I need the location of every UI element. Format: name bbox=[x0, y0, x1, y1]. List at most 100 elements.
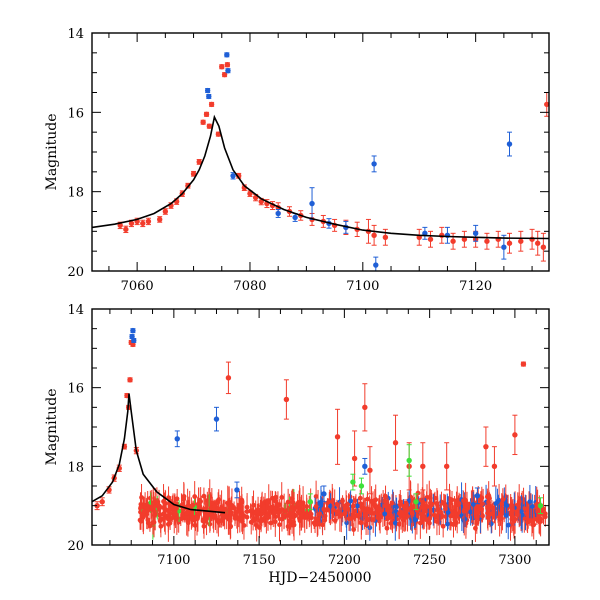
band-point bbox=[329, 499, 335, 505]
bottom-panel-data-band bbox=[137, 479, 548, 542]
y-tick-label: 16 bbox=[67, 106, 84, 121]
red-data-point bbox=[520, 361, 527, 367]
band-point bbox=[426, 495, 432, 500]
band-point bbox=[163, 501, 168, 506]
blue-data-point bbox=[174, 436, 180, 442]
band-point bbox=[272, 519, 278, 525]
band-point bbox=[155, 503, 161, 509]
band-point bbox=[461, 498, 466, 504]
band-point bbox=[363, 522, 369, 528]
band-point bbox=[450, 509, 456, 515]
bottom-panel: 7100 7150 7200 7250 7300 14 16 18 20 Magnitude H… bbox=[44, 303, 550, 586]
red-data-point bbox=[367, 467, 373, 473]
band-point bbox=[448, 521, 454, 527]
band-point bbox=[486, 502, 492, 508]
band-point bbox=[432, 512, 437, 518]
blue-data-point bbox=[234, 487, 240, 493]
band-point bbox=[408, 505, 414, 511]
bottom-panel-ticks: 7100 7150 7200 7250 7300 14 16 18 20 bbox=[67, 303, 549, 568]
band-point bbox=[532, 516, 537, 522]
band-point bbox=[492, 514, 498, 520]
x-axis-label: HJD−2450000 bbox=[268, 570, 371, 586]
band-point bbox=[480, 513, 485, 519]
band-point bbox=[440, 523, 446, 529]
green-data-point bbox=[406, 457, 412, 464]
red-data-point bbox=[140, 220, 146, 227]
red-data-point bbox=[483, 443, 489, 450]
band-point bbox=[305, 514, 311, 520]
x-tick-label: 7250 bbox=[413, 553, 446, 568]
y-tick-label: 14 bbox=[67, 27, 84, 42]
red-data-point bbox=[247, 190, 253, 197]
band-point bbox=[397, 502, 403, 508]
band-point bbox=[346, 516, 352, 522]
red-data-point bbox=[200, 119, 206, 125]
band-point bbox=[398, 509, 404, 515]
band-point bbox=[259, 507, 265, 513]
band-point bbox=[429, 501, 435, 507]
band-point bbox=[281, 512, 286, 518]
band-point bbox=[184, 510, 190, 516]
band-point bbox=[462, 516, 468, 522]
red-data-point bbox=[334, 434, 341, 440]
red-data-point bbox=[491, 463, 498, 470]
band-point bbox=[288, 510, 293, 516]
top-panel-data-points bbox=[117, 52, 549, 271]
band-point bbox=[409, 510, 415, 516]
band-point bbox=[504, 503, 510, 508]
red-data-point bbox=[206, 123, 213, 129]
band-point bbox=[364, 506, 370, 511]
band-point bbox=[167, 505, 173, 511]
band-point bbox=[209, 500, 215, 506]
red-data-point bbox=[203, 111, 210, 118]
band-point bbox=[312, 522, 318, 527]
bottom-panel-data-points bbox=[94, 327, 544, 515]
blue-data-point bbox=[362, 463, 368, 470]
band-point bbox=[147, 523, 153, 529]
band-point bbox=[239, 497, 245, 503]
band-point bbox=[357, 495, 363, 501]
red-data-point bbox=[518, 238, 524, 244]
band-point bbox=[283, 508, 289, 514]
red-data-point bbox=[224, 62, 231, 68]
x-tick-label: 7060 bbox=[121, 279, 154, 294]
band-point bbox=[190, 517, 195, 523]
band-point bbox=[313, 504, 319, 509]
red-data-point bbox=[157, 216, 163, 223]
blue-data-point bbox=[309, 200, 315, 207]
blue-data-point bbox=[422, 230, 428, 237]
green-data-point bbox=[307, 499, 313, 505]
red-data-point bbox=[382, 234, 389, 240]
bottom-panel-model-curve bbox=[92, 393, 226, 514]
y-tick-label: 18 bbox=[67, 186, 84, 201]
band-point bbox=[267, 506, 273, 511]
blue-data-point bbox=[131, 337, 137, 344]
band-point bbox=[248, 519, 254, 525]
band-point bbox=[417, 520, 423, 526]
band-point bbox=[499, 501, 505, 506]
red-data-point bbox=[128, 220, 135, 227]
band-point bbox=[237, 516, 243, 522]
x-tick-label: 7300 bbox=[498, 553, 531, 568]
blue-data-point bbox=[321, 491, 327, 497]
band-point bbox=[413, 517, 419, 523]
red-data-point bbox=[529, 236, 535, 242]
band-point bbox=[297, 510, 303, 516]
band-point bbox=[222, 506, 228, 512]
red-data-point bbox=[127, 377, 133, 383]
band-point bbox=[198, 499, 204, 504]
band-point bbox=[317, 511, 322, 517]
red-data-point bbox=[512, 432, 518, 438]
band-point bbox=[275, 502, 281, 507]
band-point bbox=[524, 511, 529, 516]
band-point bbox=[337, 513, 343, 519]
red-data-point bbox=[196, 159, 202, 165]
band-point bbox=[251, 516, 257, 522]
blue-data-point bbox=[130, 327, 136, 334]
y-tick-label: 16 bbox=[67, 382, 84, 397]
blue-data-point bbox=[501, 244, 507, 250]
band-point bbox=[218, 506, 224, 512]
red-data-point bbox=[283, 396, 290, 403]
red-data-point bbox=[362, 404, 368, 411]
